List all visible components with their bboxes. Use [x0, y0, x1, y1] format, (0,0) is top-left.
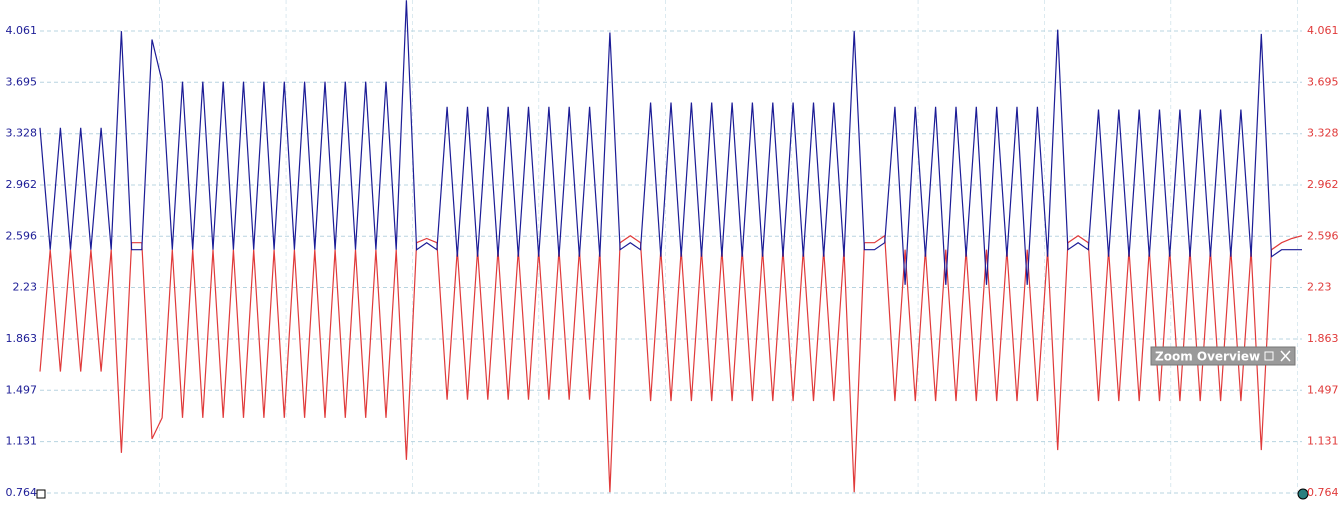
y-tick-label: 3.328 [6, 127, 38, 140]
plot-background [40, 0, 1302, 495]
close-button[interactable] [1280, 350, 1291, 362]
y2-tick-label: 3.695 [1307, 75, 1339, 88]
y2-tick-label: 2.596 [1307, 229, 1339, 242]
series-line [39, 0, 1302, 285]
y-tick-label: 4.061 [6, 24, 38, 37]
y2-tick-label: 4.061 [1307, 24, 1339, 37]
y2-tick-label: 2.962 [1307, 178, 1339, 191]
zoom-overview-panel[interactable] [1150, 346, 1296, 366]
zoom-overview-title: Zoom Overview [1155, 350, 1260, 364]
y-tick-label: 1.497 [6, 383, 38, 396]
zoom-overview[interactable]: Zoom Overview [1150, 346, 1296, 366]
y-tick-label: 3.695 [6, 75, 38, 88]
y2-tick-label: 1.497 [1307, 383, 1339, 396]
traces [39, 0, 1303, 493]
y2-tick-label: 1.863 [1307, 332, 1339, 345]
y-tick-label: 2.596 [6, 229, 38, 242]
y2-tick-label: 3.328 [1307, 127, 1339, 140]
series-line [39, 234, 1303, 493]
y-tick-label: 2.962 [6, 178, 38, 191]
y2-tick-label: 2.23 [1307, 281, 1332, 294]
y-tick-label: 0.764 [6, 486, 38, 499]
y-tick-label: 1.131 [6, 435, 38, 448]
y2-tick-label: 0.764 [1307, 486, 1339, 499]
y2-tick-label: 1.131 [1307, 435, 1339, 448]
right-marker[interactable] [1297, 488, 1309, 500]
restore-button[interactable] [1264, 351, 1274, 361]
y-tick-label: 2.23 [13, 281, 38, 294]
left-marker[interactable] [36, 489, 46, 499]
y-tick-label: 1.863 [6, 332, 38, 345]
